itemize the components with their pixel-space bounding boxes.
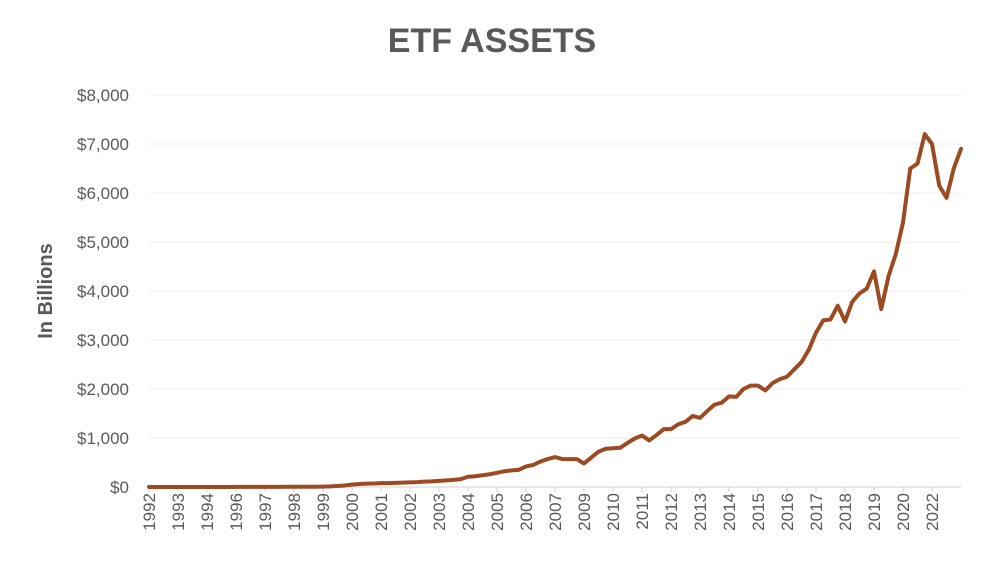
x-tick-label: 2015: [749, 493, 768, 531]
x-tick-label: 1998: [285, 493, 304, 531]
x-tick-label: 1996: [227, 493, 246, 531]
y-tick-label: $5,000: [77, 233, 129, 252]
y-tick-label: $6,000: [77, 184, 129, 203]
x-tick-label: 2006: [517, 493, 536, 531]
x-tick-label: 2020: [894, 493, 913, 531]
x-tick-label: 2007: [546, 493, 565, 531]
x-tick-label: 2000: [343, 493, 362, 531]
y-tick-label: $3,000: [77, 331, 129, 350]
data-line: [147, 132, 963, 489]
x-tick-label: 1994: [198, 493, 217, 531]
y-tick-label: $8,000: [77, 86, 129, 105]
x-tick-label: 2014: [720, 493, 739, 531]
x-tick-label: 2016: [778, 493, 797, 531]
x-tick-label: 1993: [169, 493, 188, 531]
x-tick-label: 1999: [314, 493, 333, 531]
x-tick-label: 2019: [865, 493, 884, 531]
x-tick-label: 2001: [372, 493, 391, 531]
x-tick-label: 2003: [430, 493, 449, 531]
x-tick-label: 1992: [140, 493, 159, 531]
x-tick-label: 1997: [256, 493, 275, 531]
x-tick-label: 2013: [691, 493, 710, 531]
y-tick-label: $1,000: [77, 429, 129, 448]
x-tick-label: 2011: [633, 493, 652, 530]
y-tick-label: $2,000: [77, 380, 129, 399]
y-axis-title: In Billions: [35, 243, 57, 339]
x-tick-label: 2005: [488, 493, 507, 531]
y-tick-label: $0: [110, 478, 129, 497]
x-tick-label: 2017: [807, 493, 826, 531]
x-tick-label: 2010: [604, 493, 623, 531]
x-tick-label: 2002: [401, 493, 420, 531]
chart-title: ETF ASSETS: [388, 22, 596, 60]
x-tick-label: 2009: [575, 493, 594, 531]
x-tick-label: 2022: [923, 493, 942, 531]
y-tick-label: $7,000: [77, 135, 129, 154]
y-tick-label: $4,000: [77, 282, 129, 301]
x-tick-label: 2004: [459, 493, 478, 531]
x-tick-label: 2012: [662, 493, 681, 531]
x-tick-label: 2018: [836, 493, 855, 531]
